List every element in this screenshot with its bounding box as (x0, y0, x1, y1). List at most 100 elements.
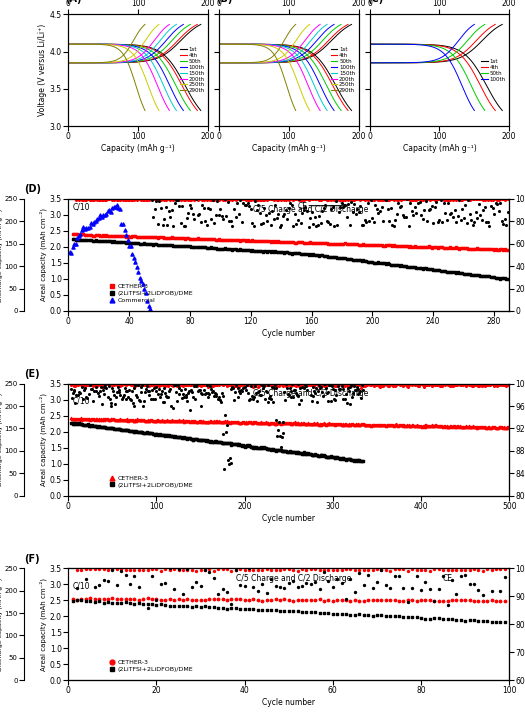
Point (280, 606, 289, 617)
Point (81, 420, 89, 431)
Point (300, 380, 309, 392)
Point (90, 230, 98, 241)
Point (220, 378, 228, 390)
Point (229, 380, 237, 392)
Point (131, 379, 140, 391)
Point (140, 231, 149, 242)
Point (143, 603, 152, 614)
Point (166, 239, 174, 251)
Point (209, 416, 217, 427)
Point (160, 240, 168, 251)
Point (393, 420, 402, 431)
Point (264, 379, 272, 390)
Point (189, 241, 197, 253)
Point (245, 379, 253, 391)
Point (165, 430, 174, 442)
Point (457, 595, 465, 606)
Point (394, 241, 403, 252)
Point (130, 383, 139, 395)
Point (435, 265, 444, 276)
Point (281, 379, 289, 390)
Point (391, 240, 400, 251)
Point (203, 416, 212, 427)
Point (287, 446, 296, 458)
Point (73, 232, 81, 243)
Point (151, 238, 159, 250)
Point (214, 394, 223, 405)
Point (205, 379, 214, 390)
Point (265, 418, 274, 430)
Point (175, 200, 183, 212)
Point (201, 564, 209, 576)
Point (333, 374, 341, 385)
Point (247, 204, 255, 216)
Point (174, 563, 183, 575)
Point (339, 380, 348, 392)
Point (95, 420, 103, 432)
Point (240, 604, 249, 615)
Point (452, 421, 460, 432)
Point (418, 194, 427, 205)
Point (167, 204, 176, 216)
Point (81, 223, 89, 235)
Point (208, 233, 217, 245)
Point (153, 415, 162, 426)
Point (490, 380, 498, 392)
Point (212, 436, 220, 448)
Point (307, 379, 315, 390)
Point (424, 378, 432, 390)
Point (264, 396, 272, 407)
Point (456, 267, 465, 279)
Point (308, 395, 316, 407)
Point (395, 420, 403, 431)
Point (324, 216, 332, 228)
Point (465, 595, 474, 606)
Point (386, 582, 394, 594)
Point (178, 588, 187, 599)
Point (258, 379, 267, 390)
Point (302, 448, 311, 459)
Point (248, 441, 257, 453)
Point (258, 604, 267, 616)
Point (435, 563, 443, 575)
Point (308, 379, 317, 390)
Point (455, 243, 463, 254)
Point (348, 392, 356, 403)
Point (143, 238, 152, 250)
Point (317, 218, 325, 229)
Point (418, 379, 427, 390)
Point (308, 418, 316, 430)
Point (276, 594, 284, 606)
Point (190, 372, 198, 384)
Point (200, 384, 208, 395)
Point (402, 261, 410, 272)
Point (447, 380, 455, 392)
Point (435, 420, 444, 432)
Point (313, 385, 322, 397)
Point (143, 295, 152, 306)
Point (298, 448, 306, 460)
Point (122, 414, 131, 425)
Point (139, 599, 148, 610)
Point (483, 563, 491, 575)
Point (85, 388, 93, 400)
Point (382, 564, 390, 576)
Point (369, 610, 377, 621)
Point (154, 194, 162, 205)
Point (86, 379, 94, 391)
Point (322, 418, 331, 430)
Point (156, 599, 165, 610)
Point (142, 238, 150, 250)
Point (134, 598, 143, 609)
Point (214, 588, 223, 599)
Point (180, 416, 188, 427)
Point (466, 268, 474, 280)
Point (234, 378, 243, 390)
Point (285, 379, 293, 390)
Point (313, 194, 322, 205)
Point (262, 236, 270, 247)
Point (148, 231, 156, 243)
Point (213, 377, 222, 389)
Point (94, 414, 102, 425)
Point (101, 379, 110, 391)
